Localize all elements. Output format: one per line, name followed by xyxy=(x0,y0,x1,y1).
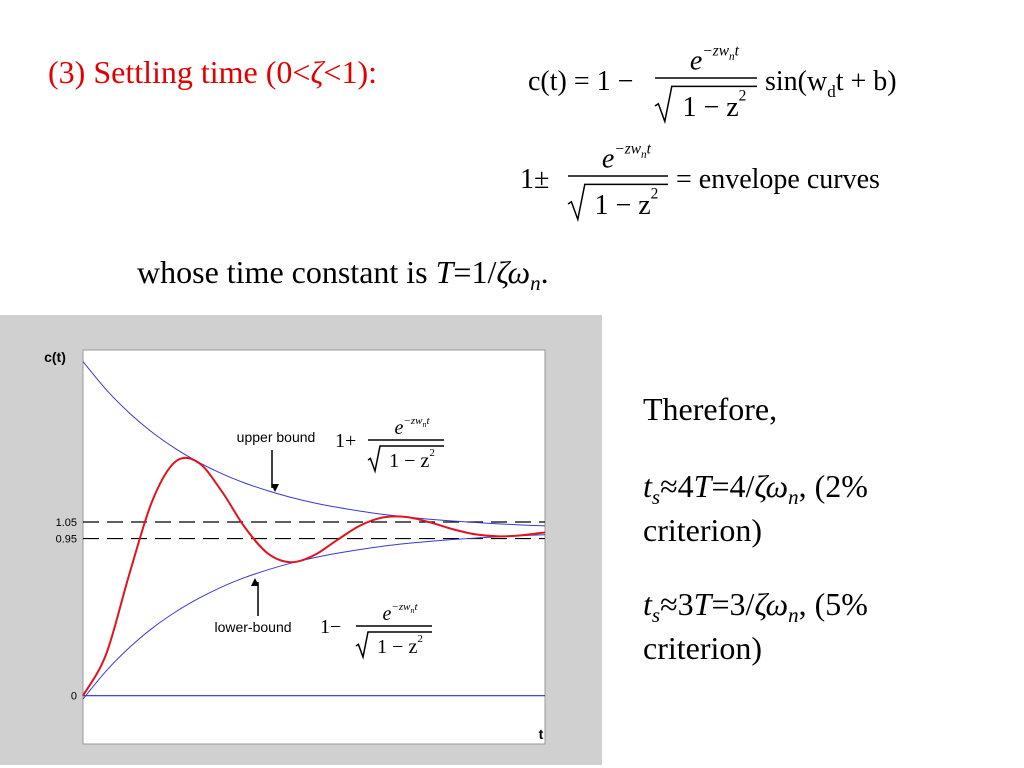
denominator: 1 − z2 xyxy=(594,185,658,220)
exponent-subscript: n xyxy=(410,606,414,615)
conclusion: criterion) xyxy=(643,512,762,548)
base: 1 − z xyxy=(377,636,417,658)
exponent: −zw xyxy=(403,415,423,427)
exponent: 2 xyxy=(651,185,659,202)
base: e xyxy=(690,46,702,77)
conclusion: ts≈4T=4/ζωn, (2% xyxy=(643,468,868,509)
y-tick-label: 1.05 xyxy=(56,517,77,529)
base: 1 − z xyxy=(389,450,429,472)
heading: (3) Settling time (0<ζ<1): xyxy=(48,54,377,90)
annotation: lower-bound xyxy=(214,619,291,635)
exponent-subscript: n xyxy=(729,51,735,63)
radical xyxy=(654,85,757,125)
heading-text: <1): xyxy=(323,54,377,90)
base: e xyxy=(383,603,392,625)
symbol: ζω xyxy=(496,254,530,290)
base: 1 − z xyxy=(682,92,738,123)
curve xyxy=(82,361,546,527)
denominator: 1 − z2 xyxy=(682,87,746,122)
base: 1 − z xyxy=(594,190,650,221)
y-tick-label: 0.95 xyxy=(56,534,77,546)
heading-text: (3) Settling time (0< xyxy=(48,54,310,90)
exponent: t xyxy=(426,415,430,427)
heading-symbol: ζ xyxy=(310,54,325,90)
text: =3/ xyxy=(711,586,754,622)
symbol: T xyxy=(436,254,456,290)
conclusion: criterion) xyxy=(643,630,762,666)
formula-lead: 1− xyxy=(320,616,341,638)
denominator: 1 − z2 xyxy=(389,447,435,472)
subscript: s xyxy=(652,485,660,509)
radical xyxy=(367,445,444,474)
numerator: e−zwnt xyxy=(690,43,740,77)
curve xyxy=(82,534,546,700)
symbol: t xyxy=(643,468,653,504)
subscript: n xyxy=(530,271,541,295)
time-constant: whose time constant is T=1/ζωn. xyxy=(137,254,549,295)
numerator: e−zwnt xyxy=(383,601,419,625)
text: sin(w xyxy=(765,66,828,97)
therefore: Therefore, xyxy=(643,391,777,427)
exponent: 2 xyxy=(417,633,423,645)
text: ≈3 xyxy=(660,586,694,622)
symbol: ζω xyxy=(754,468,788,504)
annotation: upper bound xyxy=(237,429,316,445)
base: e xyxy=(602,144,614,175)
y-axis-label: c(t) xyxy=(44,349,66,365)
text: =1/ xyxy=(453,254,496,290)
denominator: 1 − z2 xyxy=(377,633,423,658)
text: . xyxy=(541,254,549,290)
numerator: e−zwnt xyxy=(395,415,431,439)
exponent: 2 xyxy=(429,447,435,459)
formula-rhs: sin(wdt + b) xyxy=(765,66,897,101)
x-axis-label: t xyxy=(539,726,544,742)
exponent: t xyxy=(414,601,418,613)
text: , (2% xyxy=(799,468,868,504)
curve xyxy=(82,456,546,697)
exponent: −zw xyxy=(702,43,729,60)
text: whose time constant is xyxy=(137,254,436,290)
radical xyxy=(567,183,668,223)
radical xyxy=(355,631,432,660)
text: =4/ xyxy=(711,468,754,504)
subscript: n xyxy=(788,485,799,509)
symbol: t xyxy=(643,586,653,622)
exponent-subscript: n xyxy=(641,149,647,161)
symbol: T xyxy=(694,586,714,622)
exponent: t xyxy=(735,43,740,60)
symbol: T xyxy=(694,468,714,504)
exponent: −zw xyxy=(614,141,641,158)
formula-lhs: 1± xyxy=(520,164,549,195)
formula-rhs: = envelope curves xyxy=(676,164,880,195)
formula-lead: 1+ xyxy=(335,430,356,452)
text: t + b) xyxy=(836,66,897,97)
plot-area xyxy=(82,349,546,745)
y-tick-label: 0 xyxy=(71,691,77,703)
conclusion: ts≈3T=3/ζωn, (5% xyxy=(643,586,868,627)
text: ≈4 xyxy=(660,468,694,504)
text: , (5% xyxy=(799,586,868,622)
numerator: e−zwnt xyxy=(602,141,652,175)
formula-lhs: c(t) = 1 − xyxy=(528,66,633,97)
subscript: n xyxy=(788,603,799,627)
exponent-subscript: n xyxy=(422,420,426,429)
exponent: t xyxy=(647,141,652,158)
exponent: 2 xyxy=(739,87,747,104)
subscript: d xyxy=(827,82,836,101)
subscript: s xyxy=(652,603,660,627)
exponent: −zw xyxy=(391,601,411,613)
base: e xyxy=(395,417,404,439)
symbol: ζω xyxy=(754,586,788,622)
